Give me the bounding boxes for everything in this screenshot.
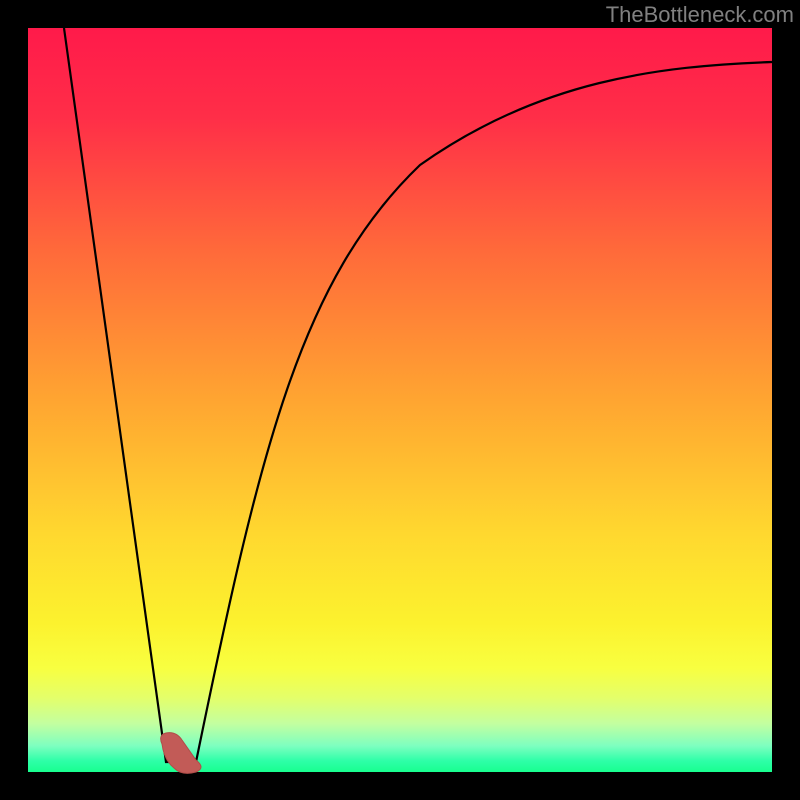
chart-container: TheBottleneck.com — [0, 0, 800, 800]
bottleneck-chart — [0, 0, 800, 800]
plot-background — [28, 28, 772, 772]
watermark-text: TheBottleneck.com — [606, 2, 794, 28]
